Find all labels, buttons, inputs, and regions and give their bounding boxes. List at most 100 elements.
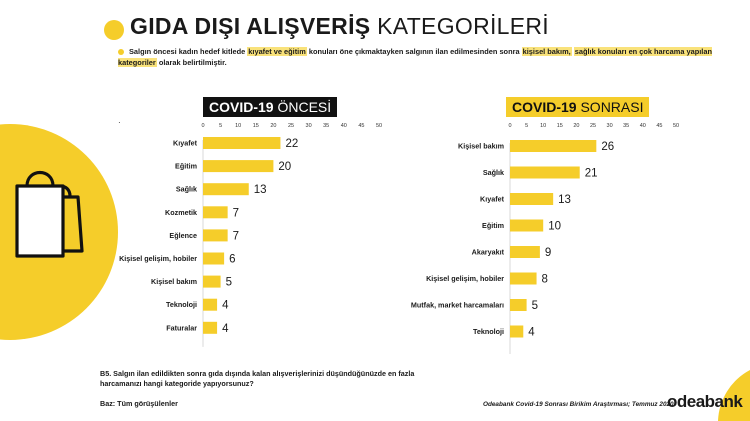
tick-label: 45 [358, 123, 364, 129]
bar [510, 166, 580, 179]
bar [203, 321, 218, 334]
bar [203, 252, 225, 265]
category-label: Eğitim [175, 162, 197, 171]
survey-question: B5. Salgın ilan edildikten sonra gıda dı… [100, 369, 415, 388]
title-bullet [104, 20, 124, 40]
tick-label: 5 [219, 123, 222, 129]
value-label: 13 [254, 184, 267, 196]
value-label: 4 [222, 300, 229, 312]
base-note: Baz: Tüm görüşülenler [100, 399, 178, 408]
category-label: Faturalar [166, 323, 197, 332]
bar [203, 137, 281, 149]
panel-title-after-light: SONRASI [580, 99, 644, 115]
bar [510, 193, 554, 205]
bar [510, 299, 527, 311]
intro-text: Salgın öncesi kadın hedef kitlede kıyafe… [118, 46, 718, 68]
tick-label: 10 [540, 123, 546, 129]
intro-highlight: kişisel bakım, [521, 47, 572, 56]
category-label: Akaryakıt [472, 248, 505, 257]
tick-label: 45 [656, 123, 662, 129]
value-label: 20 [278, 161, 291, 173]
category-label: Mutfak, market harcamaları [411, 301, 504, 310]
tick-label: 10 [235, 123, 241, 129]
tick-label: 0 [201, 123, 204, 129]
tick-label: 30 [306, 123, 312, 129]
tick-label: 5 [525, 123, 528, 129]
category-label: Kişisel gelişim, hobiler [426, 274, 504, 283]
tick-label: 20 [573, 123, 579, 129]
intro-segment: olarak belirtilmiştir. [156, 58, 227, 67]
bar [203, 275, 221, 288]
tick-label: 0 [508, 123, 511, 129]
corner-decoration [718, 370, 750, 421]
panel-title-after-bold: COVID-19 [512, 99, 577, 115]
value-label: 10 [548, 221, 561, 233]
intro-segment: Salgın öncesi kadın hedef kitlede [129, 47, 248, 56]
category-label: Eğitim [482, 221, 504, 230]
panel-title-before-bold: COVID-19 [209, 99, 274, 115]
category-label: Kişisel bakım [151, 277, 197, 286]
bar [510, 246, 540, 258]
tick-label: 50 [376, 123, 382, 129]
value-label: 7 [233, 230, 239, 242]
intro-bullet [118, 49, 124, 56]
panel-title-after: COVID-19 SONRASI [506, 97, 650, 117]
intro-segment: konuları öne çıkmaktayken salgının ilan … [306, 47, 522, 56]
tick-label: 25 [288, 123, 294, 129]
value-label: 6 [229, 254, 235, 266]
brand-logo: odeabank [667, 392, 743, 411]
page-title: GIDA DIŞI ALIŞVERİŞ KATEGORİLERİ [130, 13, 549, 40]
panel-title-before-light: ÖNCESİ [277, 99, 332, 115]
value-label: 22 [285, 138, 298, 150]
title-light: KATEGORİLERİ [377, 13, 550, 39]
bar [510, 325, 524, 338]
tick-label: 40 [640, 123, 646, 129]
category-label: Kişisel bakım [458, 142, 504, 151]
panel-title-before: COVID-19 ÖNCESİ [203, 97, 338, 117]
value-label: 7 [233, 207, 239, 219]
category-label: Kıyafet [480, 195, 505, 204]
value-label: 4 [222, 323, 229, 335]
category-label: Kozmetik [165, 208, 197, 217]
tick-label: 25 [590, 123, 596, 129]
value-label: 5 [532, 300, 538, 312]
bar [510, 272, 537, 285]
category-label: Kıyafet [173, 139, 198, 148]
tick-label: 35 [323, 123, 329, 129]
bar [203, 229, 228, 242]
shopping-bags-icon [15, 170, 84, 258]
category-label: Eğlence [169, 231, 197, 240]
category-label: Sağlık [176, 185, 197, 194]
intro-content: Salgın öncesi kadın hedef kitlede kıyafe… [118, 47, 712, 67]
bar [203, 206, 228, 219]
bar [510, 140, 597, 152]
tick-label: 35 [623, 123, 629, 129]
value-label: 4 [528, 327, 535, 339]
tick-label: 15 [253, 123, 259, 129]
value-label: 8 [542, 274, 548, 286]
tick-label: 30 [607, 123, 613, 129]
category-label: Kişisel gelişim, hobiler [119, 254, 197, 263]
category-label: Teknoloji [473, 327, 504, 336]
bar [203, 298, 218, 311]
stray-dot: · [118, 118, 121, 127]
title-bold: GIDA DIŞI ALIŞVERİŞ [130, 13, 371, 39]
category-label: Sağlık [483, 168, 504, 177]
tick-label: 50 [673, 123, 679, 129]
category-label: Teknoloji [166, 300, 197, 309]
value-label: 5 [226, 277, 232, 289]
source-note: Odeabank Covid-19 Sonrası Birikim Araştı… [483, 401, 674, 408]
tick-label: 20 [270, 123, 276, 129]
bar [203, 160, 274, 173]
value-label: 21 [585, 168, 598, 180]
tick-label: 15 [557, 123, 563, 129]
value-label: 26 [601, 141, 614, 153]
value-label: 9 [545, 247, 551, 259]
bar [510, 219, 544, 232]
tick-label: 40 [341, 123, 347, 129]
intro-highlight: kıyafet ve eğitim [247, 47, 307, 56]
bar [203, 183, 249, 196]
